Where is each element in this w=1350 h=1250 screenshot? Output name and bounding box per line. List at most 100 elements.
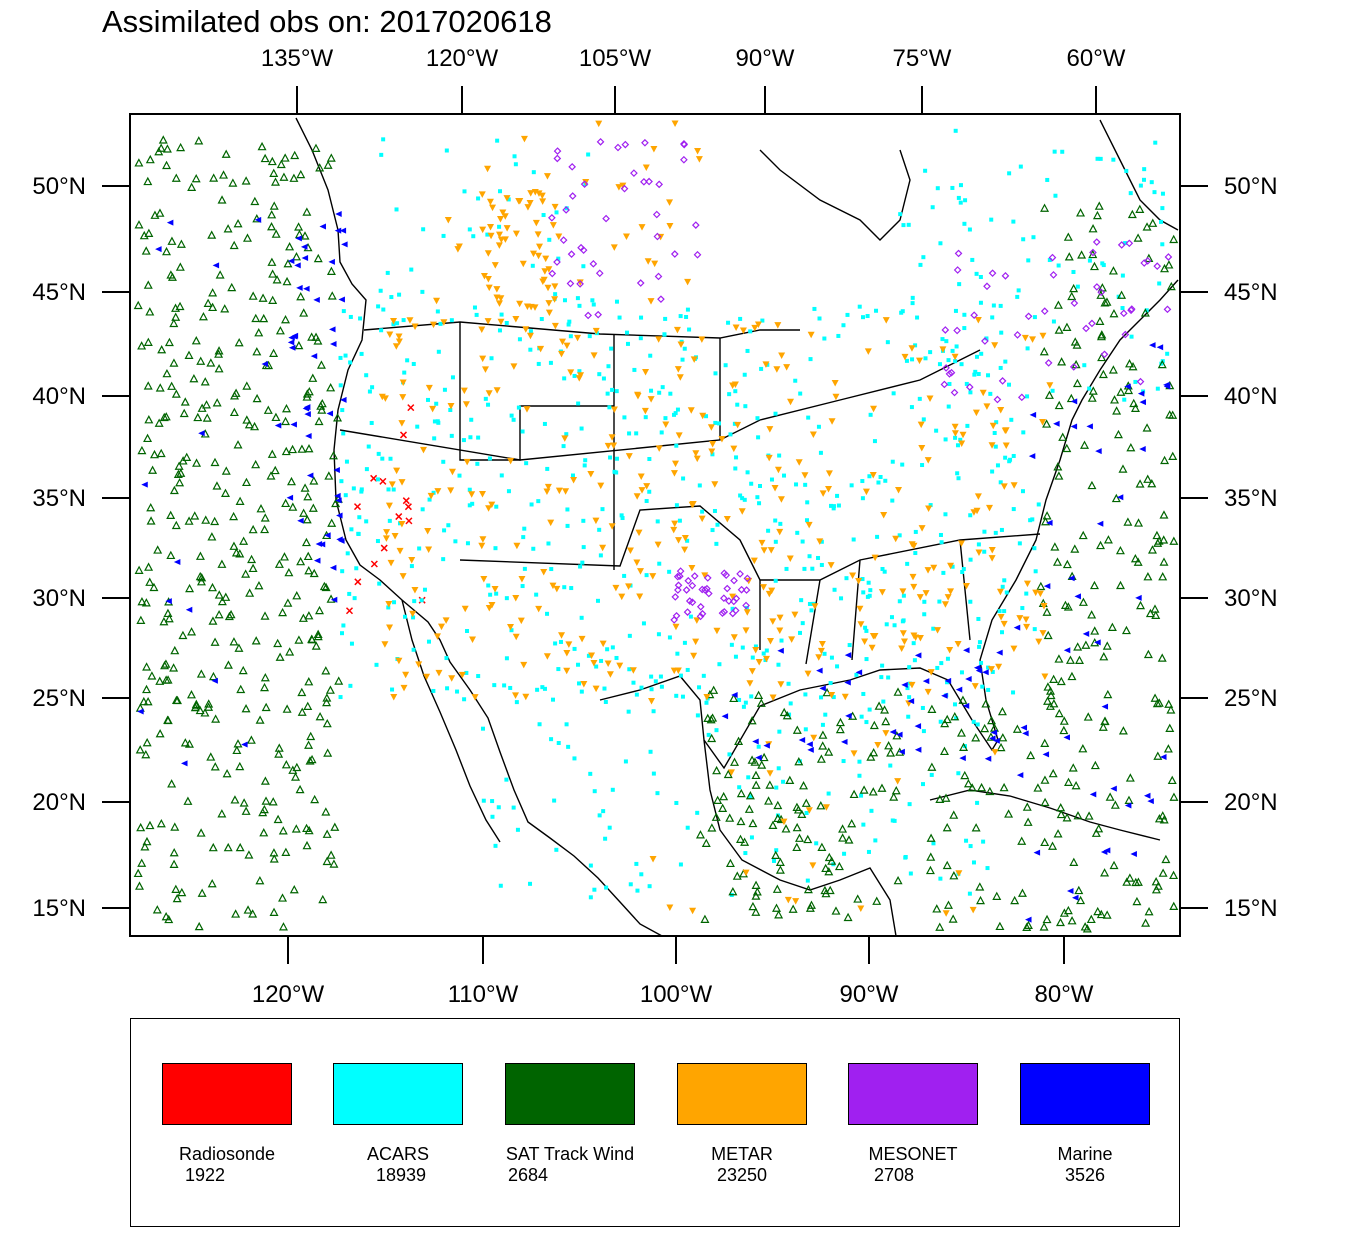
obs-marker — [1124, 168, 1129, 173]
obs-marker — [743, 851, 748, 856]
left-lat-label: 45°N — [32, 279, 86, 306]
obs-marker — [286, 494, 294, 501]
obs-marker — [710, 452, 715, 457]
obs-marker — [847, 818, 857, 828]
bottom-lon-label: 80°W — [1035, 981, 1094, 1008]
obs-marker — [823, 712, 828, 717]
obs-marker — [241, 477, 251, 487]
legend-name: SAT Track Wind — [505, 1144, 635, 1164]
obs-marker — [1158, 868, 1168, 877]
obs-marker — [563, 649, 571, 657]
obs-marker — [925, 865, 935, 875]
obs-marker — [985, 786, 995, 796]
obs-marker — [169, 847, 179, 857]
obs-marker — [667, 569, 672, 574]
obs-marker — [497, 318, 505, 326]
obs-marker — [743, 609, 751, 616]
obs-marker — [1147, 545, 1157, 554]
obs-marker — [1113, 429, 1123, 439]
obs-marker — [1122, 877, 1132, 886]
obs-marker — [493, 546, 498, 551]
obs-marker — [836, 333, 841, 338]
left-lat-label: 20°N — [32, 789, 86, 816]
obs-marker — [979, 351, 984, 356]
obs-marker — [747, 715, 757, 725]
obs-marker — [512, 594, 520, 602]
obs-marker — [241, 704, 251, 713]
obs-marker — [856, 605, 864, 613]
obs-marker — [706, 714, 716, 724]
obs-marker — [448, 675, 456, 682]
obs-marker — [274, 743, 284, 752]
obs-marker — [649, 674, 654, 679]
obs-marker — [540, 685, 545, 690]
obs-marker — [636, 593, 644, 600]
obs-marker — [774, 785, 779, 790]
obs-marker — [798, 736, 806, 743]
obs-marker — [792, 822, 802, 832]
obs-marker — [898, 645, 906, 652]
right-lat-label: 30°N — [1224, 585, 1278, 612]
obs-marker — [1046, 519, 1053, 526]
obs-marker — [752, 738, 759, 745]
obs-marker — [327, 291, 337, 300]
obs-marker — [229, 240, 239, 250]
obs-marker — [300, 231, 310, 240]
obs-marker — [816, 667, 823, 674]
obs-marker — [388, 481, 396, 488]
obs-marker — [962, 583, 970, 590]
obs-marker — [1169, 870, 1179, 880]
obs-marker — [978, 274, 983, 279]
obs-marker — [544, 284, 552, 292]
obs-marker — [1160, 191, 1165, 196]
obs-marker — [1163, 744, 1173, 753]
obs-marker — [740, 496, 745, 501]
obs-marker — [643, 415, 648, 420]
obs-marker — [1101, 263, 1106, 268]
obs-marker — [259, 804, 269, 814]
obs-marker — [748, 818, 758, 828]
obs-marker — [214, 609, 224, 619]
obs-marker — [921, 729, 926, 734]
obs-marker — [581, 264, 586, 269]
obs-marker — [1017, 393, 1026, 402]
obs-marker — [1013, 624, 1021, 631]
obs-marker — [787, 398, 795, 406]
obs-marker — [844, 576, 849, 581]
obs-marker — [947, 588, 955, 595]
obs-marker — [575, 296, 580, 301]
obs-marker — [950, 711, 960, 721]
obs-marker — [899, 310, 904, 315]
obs-marker — [431, 688, 436, 693]
obs-marker — [608, 455, 613, 460]
obs-marker — [1054, 471, 1064, 480]
obs-marker — [304, 411, 311, 418]
obs-marker — [577, 372, 585, 379]
obs-marker — [330, 596, 338, 603]
obs-marker — [812, 306, 817, 311]
obs-marker — [162, 160, 172, 170]
obs-marker — [490, 799, 495, 804]
obs-marker — [909, 573, 917, 581]
obs-marker — [302, 207, 312, 216]
obs-marker — [675, 407, 680, 412]
obs-marker — [458, 671, 466, 679]
obs-marker — [599, 640, 607, 648]
obs-marker — [924, 688, 932, 696]
obs-marker — [540, 276, 548, 284]
obs-marker — [529, 250, 537, 258]
obs-marker — [1092, 210, 1102, 220]
obs-marker — [614, 470, 619, 475]
obs-marker — [597, 372, 602, 377]
obs-marker — [580, 180, 589, 189]
obs-marker — [241, 176, 251, 185]
obs-marker — [483, 396, 488, 401]
obs-marker — [907, 698, 915, 705]
obs-marker — [670, 250, 679, 258]
obs-marker — [666, 904, 674, 911]
obs-marker — [162, 144, 172, 153]
obs-marker — [748, 901, 758, 911]
obs-marker — [1160, 455, 1170, 465]
obs-marker — [696, 612, 705, 621]
top-lon-label: 75°W — [893, 45, 952, 72]
